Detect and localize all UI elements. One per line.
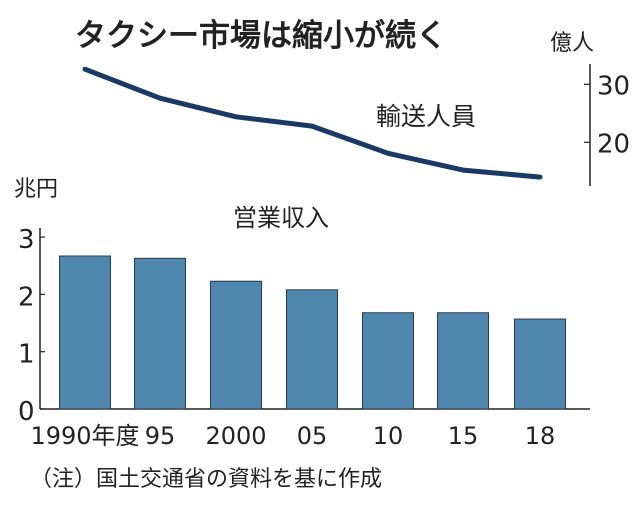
x-tick-label: 05 — [297, 422, 328, 450]
bar — [59, 255, 111, 410]
left-axis-unit: 兆円 — [14, 177, 58, 202]
left-tick-label: 3 — [18, 225, 35, 255]
x-tick-label: 95 — [145, 422, 176, 450]
right-tick-label: 30 — [597, 71, 630, 101]
left-tick-label: 2 — [18, 282, 35, 312]
x-tick-label: 2000 — [205, 422, 266, 450]
bar — [134, 257, 186, 410]
bar — [286, 289, 338, 410]
x-tick-label: 15 — [448, 422, 479, 450]
left-tick-label: 0 — [18, 397, 35, 427]
source-note: （注）国土交通省の資料を基に作成 — [30, 467, 382, 492]
bar — [210, 280, 262, 410]
bar-series-label: 営業収入 — [233, 204, 329, 232]
bar — [437, 312, 489, 410]
left-tick-label: 1 — [18, 340, 35, 370]
x-tick-label: 1990年度 — [30, 422, 139, 450]
x-tick-label: 10 — [373, 422, 404, 450]
right-tick-label: 20 — [597, 129, 630, 159]
bar — [362, 312, 414, 410]
chart-title: タクシー市場は縮小が続く — [75, 18, 447, 54]
right-axis-unit: 億人 — [550, 31, 594, 56]
line-series-label: 輸送人員 — [376, 102, 476, 131]
x-tick-label: 18 — [525, 422, 556, 450]
bar — [514, 318, 566, 410]
